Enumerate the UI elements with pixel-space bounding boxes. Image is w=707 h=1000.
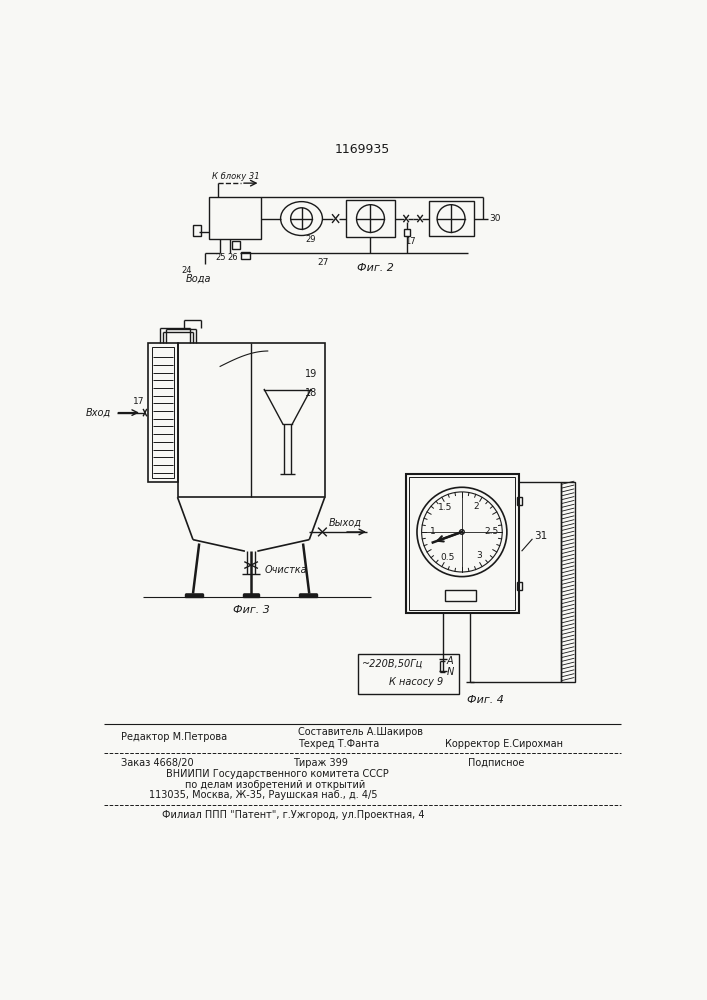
Text: 18: 18 bbox=[305, 388, 317, 398]
Text: ВНИИПИ Государственного комитета СССР: ВНИИПИ Государственного комитета СССР bbox=[166, 769, 389, 779]
Text: 1169935: 1169935 bbox=[334, 143, 390, 156]
Text: 3: 3 bbox=[476, 551, 481, 560]
Text: Фиг. 3: Фиг. 3 bbox=[233, 605, 269, 615]
Bar bbox=[241, 252, 250, 259]
Bar bbox=[209, 197, 261, 239]
Text: К насосу 9: К насосу 9 bbox=[389, 677, 443, 687]
Text: Составитель А.Шакиров: Составитель А.Шакиров bbox=[298, 727, 423, 737]
Text: 24: 24 bbox=[182, 266, 192, 275]
Text: Заказ 4668/20: Заказ 4668/20 bbox=[121, 758, 194, 768]
Text: 25: 25 bbox=[216, 253, 226, 262]
Text: по делам изобретений и открытий: по делам изобретений и открытий bbox=[185, 780, 366, 790]
Bar bbox=[152, 347, 174, 478]
Text: 0.5: 0.5 bbox=[440, 553, 455, 562]
Bar bbox=[517, 582, 522, 590]
Bar bbox=[243, 594, 259, 597]
Text: Техред Т.Фанта: Техред Т.Фанта bbox=[298, 739, 379, 749]
Text: 17: 17 bbox=[405, 237, 416, 246]
Text: 31: 31 bbox=[534, 531, 547, 541]
Bar bbox=[561, 482, 575, 682]
Text: Тираж 399: Тираж 399 bbox=[293, 758, 349, 768]
Bar bbox=[406, 474, 518, 613]
Bar bbox=[404, 229, 410, 235]
Text: A: A bbox=[446, 656, 453, 666]
Bar bbox=[177, 343, 325, 497]
Text: Вода: Вода bbox=[185, 274, 211, 284]
Text: Редактор М.Петрова: Редактор М.Петрова bbox=[121, 732, 227, 742]
Text: Корректор Е.Сирохман: Корректор Е.Сирохман bbox=[445, 739, 563, 749]
Text: 1: 1 bbox=[430, 527, 436, 536]
Text: 2: 2 bbox=[474, 502, 479, 511]
Text: К блоку 31: К блоку 31 bbox=[211, 172, 259, 181]
Bar bbox=[299, 594, 317, 597]
Bar bbox=[185, 594, 203, 597]
Bar bbox=[148, 343, 177, 482]
Bar bbox=[232, 241, 240, 249]
Text: N: N bbox=[446, 667, 454, 677]
Text: 29: 29 bbox=[305, 235, 316, 244]
Text: Очистка: Очистка bbox=[265, 565, 308, 575]
Text: 1.5: 1.5 bbox=[438, 503, 452, 512]
Text: 17: 17 bbox=[132, 397, 144, 406]
Text: ~220В,50Гц: ~220В,50Гц bbox=[362, 659, 423, 669]
Text: 113035, Москва, Ж-35, Раушская наб., д. 4/5: 113035, Москва, Ж-35, Раушская наб., д. … bbox=[149, 790, 378, 800]
Bar bbox=[409, 477, 515, 610]
Bar bbox=[445, 590, 476, 601]
Bar bbox=[358, 654, 459, 694]
Text: Вход: Вход bbox=[86, 408, 111, 418]
Text: 30: 30 bbox=[489, 214, 501, 223]
Bar bbox=[346, 200, 395, 237]
Text: Фиг. 4: Фиг. 4 bbox=[467, 695, 503, 705]
Text: 19: 19 bbox=[305, 369, 317, 379]
Text: Филиал ППП "Патент", г.Ужгород, ул.Проектная, 4: Филиал ППП "Патент", г.Ужгород, ул.Проек… bbox=[162, 810, 424, 820]
Text: 27: 27 bbox=[317, 258, 328, 267]
Text: Фиг. 2: Фиг. 2 bbox=[357, 263, 394, 273]
Text: Подписное: Подписное bbox=[468, 758, 525, 768]
Bar bbox=[428, 201, 474, 236]
Text: 26: 26 bbox=[227, 253, 238, 262]
Text: Выход: Выход bbox=[329, 518, 361, 528]
Bar bbox=[517, 497, 522, 505]
Bar bbox=[193, 225, 201, 236]
Text: 2.5: 2.5 bbox=[484, 527, 498, 536]
